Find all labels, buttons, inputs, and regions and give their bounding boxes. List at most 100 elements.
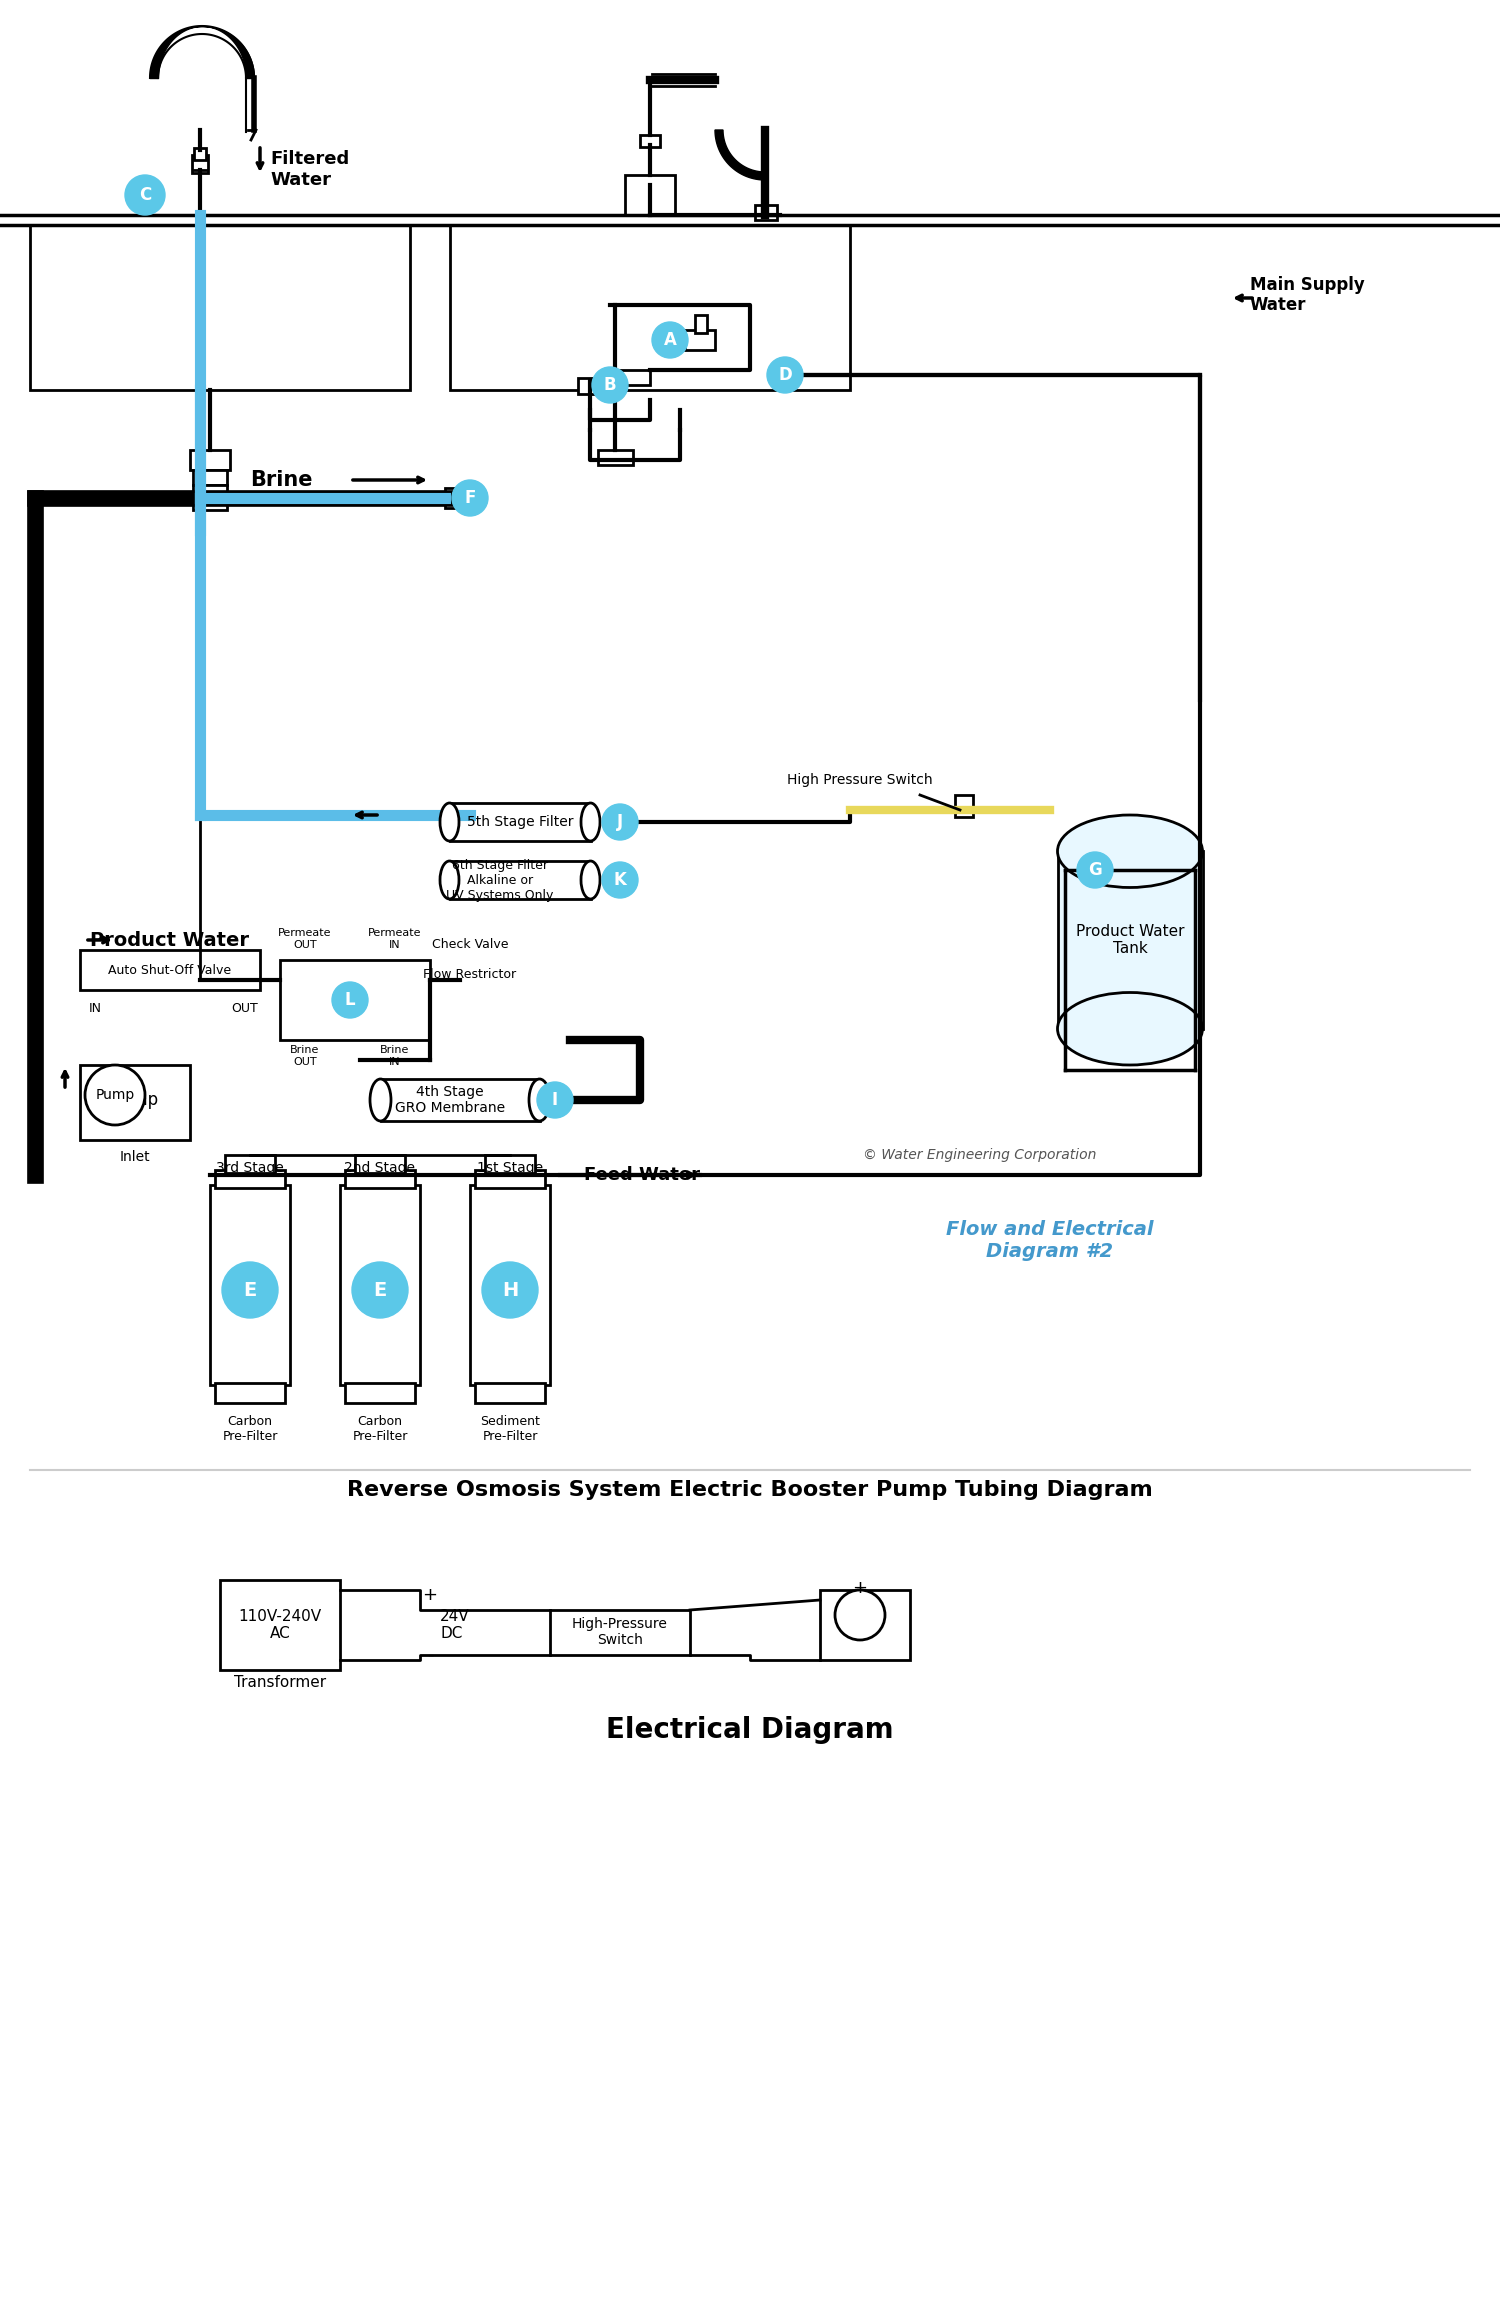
FancyBboxPatch shape (626, 176, 675, 215)
Text: 3rd Stage: 3rd Stage (216, 1161, 284, 1174)
FancyBboxPatch shape (280, 959, 430, 1040)
Circle shape (86, 1066, 146, 1126)
Ellipse shape (440, 802, 459, 842)
Text: Sediment
Pre-Filter: Sediment Pre-Filter (480, 1415, 540, 1443)
Text: Product Water
Tank: Product Water Tank (1076, 925, 1185, 957)
FancyBboxPatch shape (345, 1170, 416, 1188)
Text: E: E (243, 1281, 256, 1299)
Text: Main Supply
Water: Main Supply Water (1250, 275, 1365, 314)
Text: 24V
DC: 24V DC (440, 1609, 470, 1642)
FancyBboxPatch shape (620, 370, 650, 386)
Text: Brine: Brine (251, 469, 312, 490)
Text: Auto Shut-Off Valve: Auto Shut-Off Valve (108, 964, 231, 976)
Text: F: F (465, 490, 476, 506)
Text: Permeate
IN: Permeate IN (369, 929, 422, 950)
Text: Pump: Pump (111, 1091, 159, 1110)
Text: Pump: Pump (837, 1600, 884, 1618)
FancyBboxPatch shape (194, 148, 206, 160)
Text: Product Water: Product Water (90, 929, 249, 950)
FancyBboxPatch shape (80, 1066, 190, 1140)
Text: G: G (1088, 860, 1102, 879)
Circle shape (537, 1082, 573, 1119)
FancyBboxPatch shape (192, 155, 208, 173)
FancyBboxPatch shape (640, 134, 660, 148)
Circle shape (652, 321, 688, 358)
Text: -: - (426, 1646, 433, 1665)
FancyBboxPatch shape (345, 1383, 416, 1403)
FancyBboxPatch shape (446, 488, 476, 509)
Ellipse shape (530, 1080, 550, 1121)
Text: 2nd Stage: 2nd Stage (345, 1161, 416, 1174)
FancyBboxPatch shape (214, 1383, 285, 1403)
Text: Flow and Electrical
Diagram #2: Flow and Electrical Diagram #2 (946, 1221, 1154, 1260)
Text: 6th Stage Filter
Alkaline or
UV Systems Only: 6th Stage Filter Alkaline or UV Systems … (447, 858, 554, 902)
Ellipse shape (580, 860, 600, 899)
FancyBboxPatch shape (214, 1170, 285, 1188)
Text: Carbon
Pre-Filter: Carbon Pre-Filter (352, 1415, 408, 1443)
Ellipse shape (580, 802, 600, 842)
FancyBboxPatch shape (550, 1609, 690, 1655)
Text: OUT: OUT (231, 1001, 258, 1015)
Circle shape (332, 983, 368, 1017)
FancyBboxPatch shape (194, 469, 226, 486)
Text: Check Valve: Check Valve (432, 939, 508, 953)
Text: E: E (374, 1281, 387, 1299)
Ellipse shape (440, 860, 459, 899)
Text: 5th Stage Filter: 5th Stage Filter (466, 816, 573, 830)
Circle shape (592, 368, 628, 402)
FancyBboxPatch shape (470, 1186, 550, 1385)
Text: K: K (614, 872, 627, 890)
Text: © Water Engineering Corporation: © Water Engineering Corporation (864, 1149, 1096, 1163)
Text: 110V-240V
AC: 110V-240V AC (238, 1609, 321, 1642)
Circle shape (482, 1262, 538, 1318)
FancyBboxPatch shape (686, 331, 716, 349)
Circle shape (766, 356, 802, 393)
FancyBboxPatch shape (754, 206, 777, 220)
FancyBboxPatch shape (30, 224, 410, 391)
FancyBboxPatch shape (821, 1591, 910, 1660)
Circle shape (602, 862, 638, 897)
Text: Pump: Pump (96, 1089, 135, 1103)
Text: A: A (663, 331, 676, 349)
FancyBboxPatch shape (484, 1156, 536, 1172)
Circle shape (836, 1591, 885, 1639)
Text: +: + (852, 1579, 867, 1598)
Circle shape (352, 1262, 408, 1318)
Circle shape (602, 805, 638, 839)
Circle shape (222, 1262, 278, 1318)
FancyBboxPatch shape (450, 224, 850, 391)
Text: J: J (616, 814, 622, 830)
Text: IN: IN (88, 1001, 102, 1015)
Text: 1st Stage: 1st Stage (477, 1161, 543, 1174)
FancyBboxPatch shape (356, 1156, 405, 1172)
Bar (1058, 851, 1203, 1029)
Text: High Pressure Switch: High Pressure Switch (788, 772, 933, 786)
Text: H: H (503, 1281, 518, 1299)
Text: Carbon
Pre-Filter: Carbon Pre-Filter (222, 1415, 278, 1443)
Text: Brine
OUT: Brine OUT (291, 1045, 320, 1066)
Text: B: B (603, 377, 616, 393)
Ellipse shape (370, 1080, 392, 1121)
Polygon shape (716, 129, 765, 180)
FancyBboxPatch shape (476, 1170, 544, 1188)
Circle shape (124, 176, 165, 215)
FancyBboxPatch shape (220, 1579, 340, 1669)
Circle shape (1077, 853, 1113, 888)
FancyBboxPatch shape (340, 1186, 420, 1385)
Text: C: C (140, 185, 152, 203)
Text: 4th Stage
GRO Membrane: 4th Stage GRO Membrane (394, 1084, 506, 1114)
Bar (381, 1080, 540, 1121)
Bar (450, 802, 591, 842)
Text: Electrical Diagram: Electrical Diagram (606, 1716, 894, 1743)
Text: +: + (423, 1586, 438, 1605)
Text: I: I (552, 1091, 558, 1110)
Text: Flow Restrictor: Flow Restrictor (423, 969, 516, 983)
FancyBboxPatch shape (956, 795, 974, 816)
Ellipse shape (1058, 992, 1203, 1066)
Text: Permeate
OUT: Permeate OUT (279, 929, 332, 950)
Text: High-Pressure
Switch: High-Pressure Switch (572, 1616, 668, 1646)
Text: Transformer: Transformer (234, 1674, 326, 1690)
FancyBboxPatch shape (80, 950, 260, 990)
Text: Filtered
Water: Filtered Water (270, 150, 350, 190)
Text: Feed Water: Feed Water (584, 1165, 700, 1184)
